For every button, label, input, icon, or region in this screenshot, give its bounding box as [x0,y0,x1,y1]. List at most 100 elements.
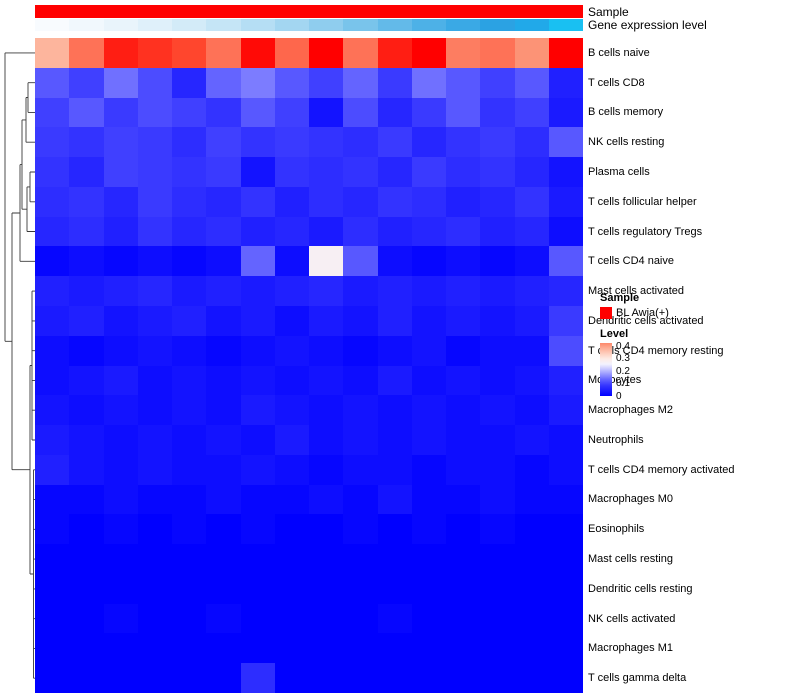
heatmap-cell [274,38,309,68]
heatmap-cell [411,544,446,574]
heatmap-cell [137,365,172,396]
heatmap-cell [137,514,172,545]
heatmap-cell [172,454,207,485]
heatmap-cell [206,157,241,187]
heatmap-cell [206,305,241,336]
heatmap-cell [446,454,481,485]
heatmap-cell [377,484,412,515]
gene-annotation-cell [411,19,446,31]
gene-annotation-cell [137,19,172,31]
heatmap-cell [137,633,172,664]
heatmap-cell [137,246,172,277]
gene-annotation-label: Gene expression level [588,18,707,32]
heatmap-cell [172,573,207,604]
row-label: T cells follicular helper [588,195,697,208]
heatmap-cell [137,67,172,98]
heatmap-cell [548,544,583,574]
heatmap-cell [137,97,172,128]
heatmap-cell [446,484,481,515]
heatmap-cell [206,514,241,545]
heatmap-cell [514,67,549,98]
heatmap-cell [377,67,412,98]
heatmap-cell [137,603,172,634]
heatmap-cell [411,365,446,396]
heatmap-cell [35,514,70,545]
legend-level-title: Level [600,328,629,340]
heatmap-cell [514,335,549,366]
heatmap-cell [548,216,583,247]
heatmap-cell [514,663,549,693]
heatmap-cell [103,216,138,247]
sample-item-label: BL Awia(+) [616,307,669,319]
heatmap-cell [69,38,104,68]
heatmap-cell [69,157,104,187]
heatmap-cell [137,425,172,455]
heatmap-cell [309,67,344,98]
heatmap-cell [548,305,583,336]
heatmap-cell [35,365,70,396]
heatmap-cell [548,186,583,217]
heatmap-cell [274,425,309,455]
level-tick-label: 0.1 [616,378,630,390]
heatmap-cell [480,514,515,545]
heatmap-cell [514,633,549,664]
heatmap-cell [343,514,378,545]
heatmap-cell [480,127,515,158]
heatmap-cell [172,38,207,68]
row-label: Macrophages M1 [588,642,673,655]
heatmap-cell [35,127,70,158]
gene-expression-annotation-bar [35,19,583,31]
heatmap-cell [446,425,481,455]
heatmap-cell [103,484,138,515]
heatmap-cell [514,38,549,68]
heatmap-cell [35,67,70,98]
heatmap-cell [274,514,309,545]
heatmap-cell [309,454,344,485]
heatmap-cell [411,97,446,128]
heatmap-cell [343,216,378,247]
heatmap-cell [548,514,583,545]
heatmap-cell [240,157,275,187]
row-label: Dendritic cells resting [588,582,693,595]
heatmap-cell [514,216,549,247]
heatmap-cell [480,335,515,366]
heatmap-cell [274,216,309,247]
heatmap-cell [172,97,207,128]
heatmap-cell [35,246,70,277]
heatmap-cell [514,544,549,574]
heatmap-cell [446,305,481,336]
heatmap-cell [480,97,515,128]
heatmap-cell [240,544,275,574]
heatmap-cell [172,67,207,98]
heatmap-cell [206,663,241,693]
heatmap-cell [446,365,481,396]
heatmap-cell [548,663,583,693]
level-color-scale: 0.4 0.3 0.2 0.1 0 [600,341,795,405]
gene-annotation-cell [343,19,378,31]
heatmap-cell [240,603,275,634]
heatmap-cell [103,365,138,396]
heatmap-cell [377,425,412,455]
heatmap-cell [274,395,309,426]
heatmap-cell [103,335,138,366]
heatmap-cell [274,97,309,128]
heatmap-cell [377,395,412,426]
heatmap-cell [343,335,378,366]
heatmap-cell [240,335,275,366]
heatmap-cell [480,157,515,187]
heatmap-cell [343,246,378,277]
heatmap-cell [274,305,309,336]
row-label: B cells naive [588,46,650,59]
gene-annotation-cell [480,19,515,31]
heatmap-cell [377,454,412,485]
heatmap-cell [411,38,446,68]
heatmap-cell [35,216,70,247]
level-tick-label: 0.3 [616,353,630,365]
heatmap-cell [206,67,241,98]
heatmap-cell [69,216,104,247]
heatmap-cell [240,514,275,545]
heatmap-cell [240,276,275,306]
heatmap-cell [480,67,515,98]
heatmap-cell [343,38,378,68]
heatmap-cell [377,663,412,693]
